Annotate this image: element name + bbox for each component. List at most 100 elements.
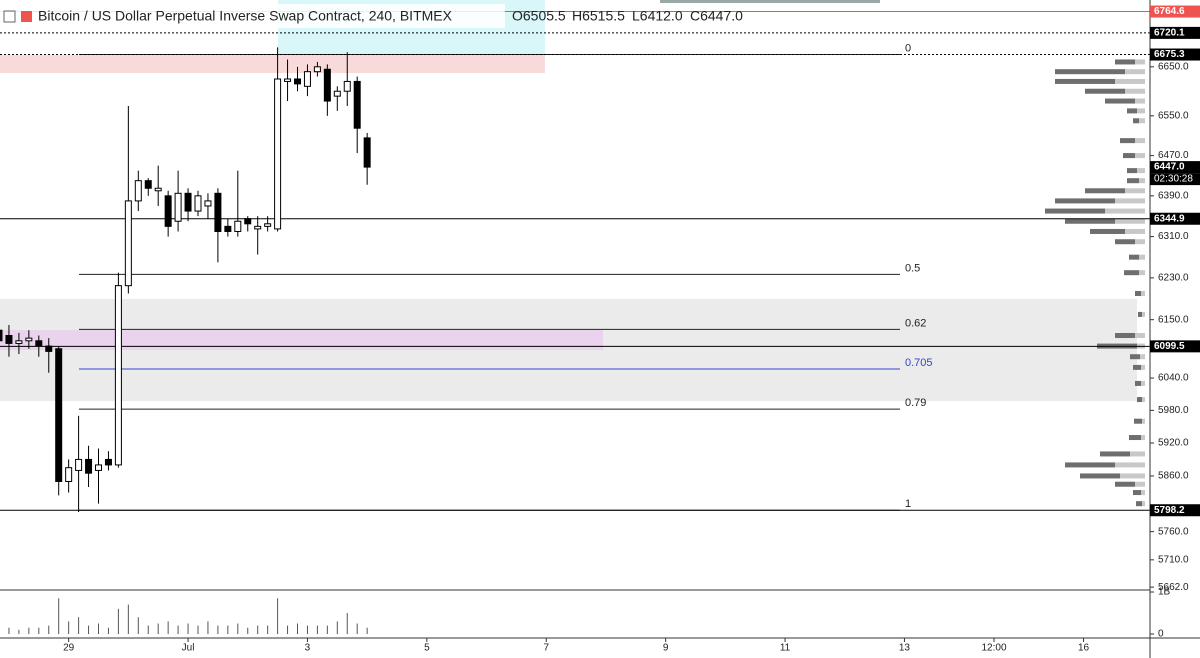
profile-down	[1139, 270, 1145, 276]
candle-body	[353, 80, 361, 129]
price-marker-bg	[1150, 5, 1200, 18]
fib-label: 0	[905, 42, 911, 54]
y-tick-label: 6470.0	[1158, 150, 1189, 161]
volume-bar	[316, 625, 318, 634]
volume-bar	[127, 604, 129, 634]
volume-tick-label: 1B	[1158, 587, 1171, 598]
profile-down	[1135, 333, 1145, 339]
profile-down	[1141, 290, 1145, 296]
profile-down	[1142, 311, 1145, 317]
candle-body	[25, 337, 33, 342]
candle-body	[65, 467, 73, 482]
profile-down	[1137, 168, 1145, 174]
profile-up	[1129, 435, 1141, 441]
profile-up	[1100, 451, 1130, 457]
volume-bar	[88, 625, 90, 634]
candle-body	[134, 180, 142, 202]
candle-body	[284, 78, 292, 82]
profile-up	[1134, 418, 1142, 424]
volume-bar	[207, 621, 209, 634]
candle-body	[264, 223, 272, 227]
profile-down	[1137, 108, 1145, 114]
x-tick-label: 16	[1078, 643, 1090, 654]
profile-up	[1127, 108, 1137, 114]
candle-body	[363, 137, 371, 168]
profile-down	[1115, 198, 1145, 204]
profile-down	[1141, 435, 1145, 441]
price-marker-bg	[1150, 161, 1200, 174]
profile-up	[1123, 153, 1135, 159]
volume-bar	[157, 623, 159, 634]
price-marker-label: 6675.3	[1154, 49, 1185, 60]
y-tick-label: 6310.0	[1158, 231, 1189, 242]
x-tick-label: 29	[63, 643, 75, 654]
profile-up	[1136, 501, 1142, 507]
profile-down	[1140, 354, 1145, 360]
profile-down	[1130, 451, 1145, 457]
volume-bar	[227, 625, 229, 634]
x-tick-label: 3	[305, 643, 311, 654]
profile-up	[1135, 380, 1141, 386]
profile-down	[1125, 188, 1145, 194]
candle-body	[85, 458, 93, 474]
volume-bar	[287, 625, 289, 634]
volume-bar	[68, 621, 70, 634]
candle-body	[214, 192, 222, 232]
y-tick-label: 6150.0	[1158, 314, 1189, 325]
volume-bar	[366, 627, 368, 634]
volume-bar	[117, 608, 119, 634]
volume-tick-label: 0	[1158, 629, 1164, 640]
candle-body	[95, 464, 102, 471]
profile-up	[1130, 354, 1140, 360]
volume-bar	[277, 598, 279, 634]
toolbar-edge	[660, 0, 880, 3]
profile-up	[1080, 473, 1120, 479]
candle-body	[254, 225, 262, 230]
zone-red	[0, 55, 545, 73]
volume-bar	[247, 627, 249, 634]
fib-label: 0.5	[905, 262, 920, 274]
volume-bar	[217, 625, 219, 634]
profile-up	[1055, 78, 1115, 84]
fib-label: 0.705	[905, 357, 933, 369]
price-marker-label: 6344.9	[1154, 213, 1185, 224]
candle-body	[343, 80, 351, 92]
candle-body	[154, 187, 162, 192]
profile-up	[1115, 239, 1135, 245]
volume-bar	[336, 621, 338, 634]
profile-down	[1139, 178, 1145, 184]
price-marker-label: 6099.5	[1154, 341, 1185, 352]
volume-bar	[197, 625, 199, 634]
profile-up	[1055, 69, 1125, 75]
header-bg	[0, 4, 505, 28]
x-tick-label: 7	[543, 643, 549, 654]
profile-up	[1065, 218, 1115, 224]
price-marker-label: 5798.2	[1154, 505, 1185, 516]
zone-purple	[0, 330, 603, 350]
y-tick-label: 5860.0	[1158, 471, 1189, 482]
candle-body	[15, 340, 23, 344]
y-tick-label: 5710.0	[1158, 554, 1189, 565]
profile-down	[1120, 473, 1145, 479]
profile-up	[1065, 462, 1115, 468]
profile-down	[1142, 501, 1145, 507]
profile-down	[1142, 418, 1145, 424]
volume-bar	[18, 629, 20, 634]
candle-body	[184, 192, 192, 212]
volume-bar	[356, 623, 358, 634]
profile-up	[1138, 311, 1142, 317]
volume-bar	[326, 625, 328, 634]
candle-body	[35, 340, 43, 347]
profile-up	[1133, 364, 1141, 370]
profile-down	[1115, 218, 1145, 224]
icon-flag	[21, 11, 32, 22]
candle-body	[164, 195, 172, 227]
fib-label: 1	[905, 498, 911, 510]
volume-bar	[306, 625, 308, 634]
ohlc-label: H6515.5	[572, 8, 625, 24]
volume-bar	[267, 625, 269, 634]
candle-body	[303, 71, 311, 87]
x-tick-label: Jul	[182, 643, 195, 654]
volume-bar	[107, 627, 109, 634]
profile-down	[1125, 88, 1145, 94]
